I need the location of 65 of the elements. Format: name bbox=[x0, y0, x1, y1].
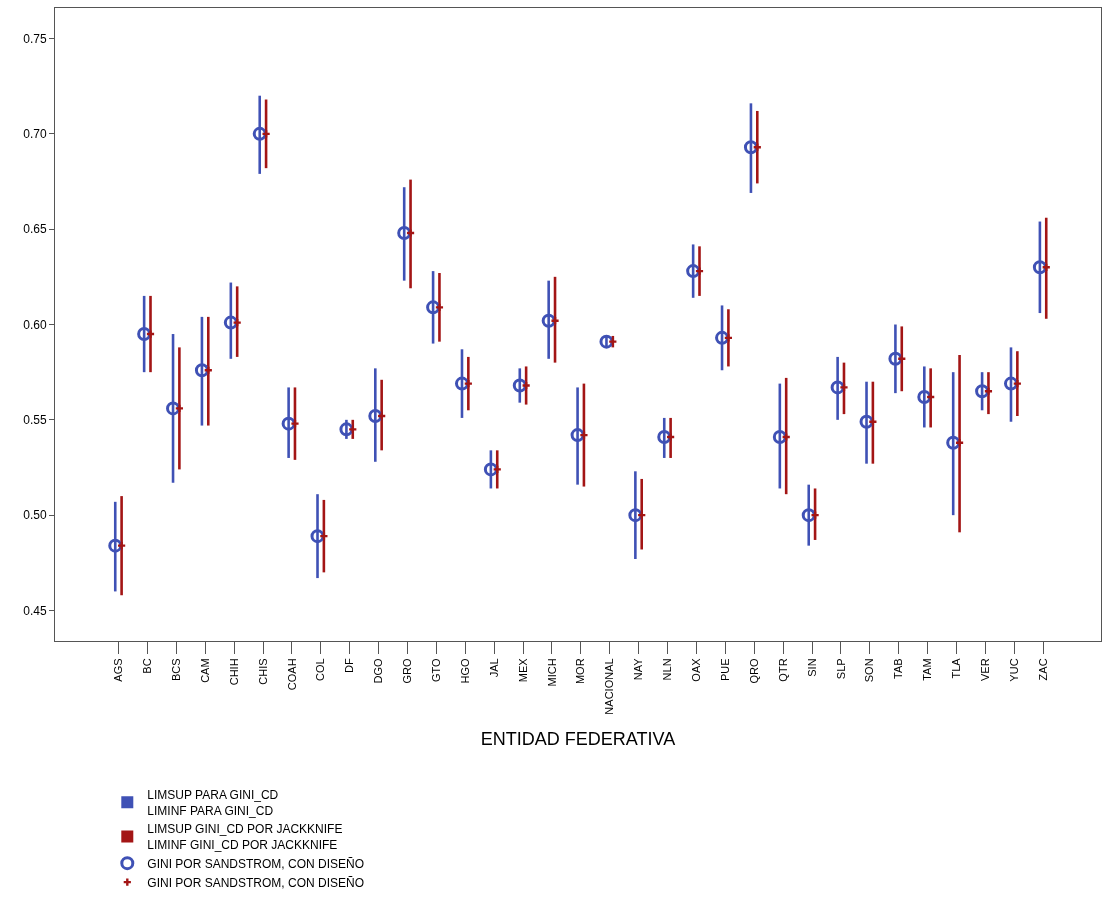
bar bbox=[206, 316, 210, 426]
x-tick-label: AGS bbox=[112, 658, 125, 682]
y-tick-label: 0.70 bbox=[23, 127, 47, 142]
x-tick-label: MOR bbox=[574, 658, 587, 685]
x-tick-label: PUE bbox=[718, 658, 731, 682]
legend-label: LIMSUP PARA GINI_CD LIMINF PARA GINI_CD bbox=[147, 788, 279, 818]
x-tick-label: GRO bbox=[401, 657, 414, 684]
bar bbox=[178, 347, 181, 470]
y-tick-label: 0.65 bbox=[23, 222, 47, 237]
bar bbox=[149, 295, 152, 373]
x-tick-label: BC bbox=[141, 658, 154, 674]
x-tick-label: GTO bbox=[429, 657, 442, 683]
bar bbox=[380, 379, 383, 451]
x-tick-label: CHIH bbox=[227, 658, 240, 686]
x-tick-label: DF bbox=[343, 658, 356, 674]
bar bbox=[120, 496, 123, 596]
x-axis-title: ENTIDAD FEDERATIVA bbox=[480, 728, 676, 749]
bar bbox=[409, 179, 412, 289]
bar bbox=[900, 326, 904, 392]
x-tick-label: ZAC bbox=[1036, 658, 1049, 681]
bar bbox=[727, 309, 730, 367]
legend-label: GINI POR SANDSTROM, CON DISEÑO bbox=[147, 875, 364, 890]
bar bbox=[1016, 351, 1019, 417]
bar bbox=[1044, 217, 1048, 319]
bar bbox=[987, 372, 990, 415]
x-tick-label: SIN bbox=[805, 658, 818, 677]
bar bbox=[755, 110, 759, 184]
x-tick-label: VER bbox=[978, 658, 991, 682]
y-tick-label: 0.75 bbox=[23, 31, 47, 46]
y-tick-label: 0.55 bbox=[23, 413, 47, 428]
x-tick-label: OAX bbox=[690, 657, 703, 682]
bar bbox=[669, 417, 672, 458]
x-tick-label: BCS bbox=[169, 658, 182, 682]
y-tick-label: 0.45 bbox=[23, 603, 47, 618]
x-tick-label: JAL bbox=[487, 658, 500, 678]
x-tick-label: DGO bbox=[372, 657, 385, 684]
x-tick-label: MICH bbox=[545, 658, 558, 687]
x-tick-label: CHIS bbox=[256, 658, 269, 685]
bar bbox=[929, 368, 932, 428]
bar bbox=[467, 356, 470, 411]
y-tick-label: 0.50 bbox=[23, 508, 47, 523]
legend-label: GINI POR SANDSTROM, CON DISEÑO bbox=[147, 856, 364, 871]
x-tick-label: CAM bbox=[198, 658, 211, 683]
bar bbox=[958, 355, 961, 533]
x-tick-label: TAM bbox=[921, 658, 934, 681]
y-tick-label: 0.60 bbox=[23, 317, 47, 332]
x-tick-label: COAH bbox=[285, 658, 298, 691]
x-tick-label: TLA bbox=[950, 657, 963, 679]
x-tick-label: QRO bbox=[747, 657, 760, 684]
bar bbox=[495, 450, 499, 489]
x-tick-label: SLP bbox=[834, 658, 847, 680]
x-tick-label: NAY bbox=[632, 657, 645, 681]
x-tick-label: QTR bbox=[776, 658, 789, 682]
x-tick-label: NLN bbox=[661, 658, 674, 681]
x-tick-label: SON bbox=[863, 658, 876, 683]
x-tick-label: NACIONAL bbox=[603, 658, 616, 715]
bar bbox=[438, 273, 441, 342]
bar bbox=[698, 246, 701, 296]
x-tick-label: TAB bbox=[892, 658, 905, 679]
x-tick-label: HGO bbox=[458, 657, 471, 684]
bar bbox=[640, 478, 644, 550]
x-tick-label: MEX bbox=[516, 657, 529, 683]
x-tick-label: COL bbox=[314, 658, 327, 682]
x-tick-label: YUC bbox=[1007, 658, 1020, 682]
legend-label: LIMSUP GINI_CD POR JACKKNIFE LIMINF GINI_CD POR JACKKNIFE bbox=[147, 822, 343, 853]
